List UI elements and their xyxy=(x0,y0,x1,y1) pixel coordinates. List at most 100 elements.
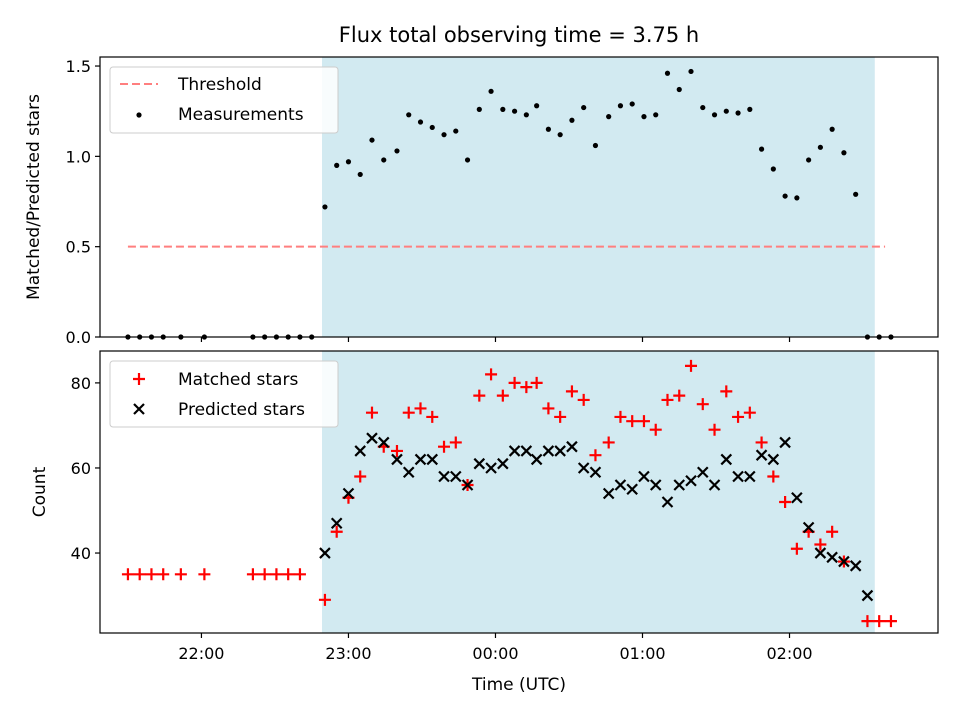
measurement-point xyxy=(357,171,363,178)
measurement-point xyxy=(794,195,800,201)
matched-star-marker xyxy=(732,410,745,423)
measurement-point xyxy=(464,157,471,163)
matched-star-marker xyxy=(685,359,698,372)
predicted-star-marker xyxy=(779,436,791,449)
predicted-star-marker xyxy=(485,462,497,474)
measurement-point xyxy=(688,68,694,75)
predicted-star-marker xyxy=(330,517,343,530)
matched-star-marker xyxy=(145,568,158,581)
predicted-star-marker xyxy=(473,457,486,470)
y-tick-label: 1.0 xyxy=(66,147,91,166)
matched-star-marker xyxy=(157,568,170,581)
predicted-star-marker xyxy=(744,470,756,483)
legend-threshold-label: Threshold xyxy=(177,75,262,95)
predicted-star-marker xyxy=(542,445,555,457)
matched-star-marker xyxy=(826,525,839,538)
measurement-point xyxy=(569,117,575,123)
predicted-star-marker xyxy=(826,551,838,564)
measurement-point xyxy=(664,70,671,76)
legend-matched-swatch xyxy=(133,373,145,385)
predicted-star-marker xyxy=(849,560,862,572)
predicted-star-marker xyxy=(530,453,543,466)
ratio-y-axis-label: Matched/Predicted stars xyxy=(24,94,44,300)
measurement-point xyxy=(641,114,647,120)
measurement-point xyxy=(581,104,587,111)
ratio-x-ticks xyxy=(200,337,791,342)
y-tick-label: 1.5 xyxy=(66,57,91,76)
predicted-star-marker xyxy=(861,589,874,602)
predicted-star-marker xyxy=(802,521,815,534)
predicted-star-marker xyxy=(508,445,521,457)
measurement-point xyxy=(676,86,682,93)
ratio-legend-box xyxy=(109,66,339,134)
matched-star-marker xyxy=(542,402,555,415)
predicted-star-marker xyxy=(720,453,733,466)
measurement-point xyxy=(629,101,635,107)
matched-star-marker xyxy=(198,568,211,581)
x-tick-label: 00:00 xyxy=(472,644,518,663)
matched-star-marker xyxy=(449,436,462,449)
legend-predicted-label: Predicted stars xyxy=(178,400,305,420)
measurement-point xyxy=(441,132,447,138)
matched-star-marker xyxy=(767,470,780,483)
matched-star-marker xyxy=(565,385,578,398)
x-axis-label: Time (UTC) xyxy=(471,675,566,695)
count-y-ticks: 40 60 80 xyxy=(71,374,100,563)
matched-star-marker xyxy=(485,368,498,381)
measurement-point xyxy=(747,106,753,112)
matched-star-marker xyxy=(661,393,674,406)
matched-star-marker xyxy=(496,389,509,402)
matched-star-marker xyxy=(133,568,146,581)
measurement-point xyxy=(711,112,718,118)
measurement-point xyxy=(841,150,847,156)
measurement-point xyxy=(557,132,563,138)
measurement-point xyxy=(545,126,552,132)
matched-star-marker xyxy=(365,406,378,419)
observing-span xyxy=(321,351,875,633)
predicted-star-marker xyxy=(589,466,602,478)
measurement-point xyxy=(334,162,340,168)
predicted-star-marker xyxy=(814,547,827,559)
predicted-star-marker xyxy=(342,487,355,500)
measurement-point xyxy=(735,110,741,116)
y-tick-label: 60 xyxy=(71,459,91,478)
predicted-star-marker xyxy=(708,479,721,491)
measurement-point xyxy=(381,157,387,163)
predicted-star-marker xyxy=(450,470,462,483)
matched-star-marker xyxy=(708,423,721,436)
count-panel: 40 60 80 22:00 23:00 00:00 01:00 02:00 Count T… xyxy=(30,350,939,695)
matched-star-marker xyxy=(673,389,686,402)
predicted-star-marker xyxy=(426,453,439,466)
predicted-star-marker xyxy=(319,547,331,559)
predicted-star-marker xyxy=(520,445,533,457)
measurement-point xyxy=(829,126,835,132)
predicted-star-marker xyxy=(767,453,780,466)
predicted-star-marker xyxy=(755,449,768,461)
matched-star-marker xyxy=(589,449,602,462)
measurement-point xyxy=(453,128,459,134)
observing-span xyxy=(321,57,875,337)
y-tick-label: 0.5 xyxy=(66,238,91,257)
predicted-star-marker xyxy=(791,491,803,504)
measurement-point xyxy=(511,108,518,114)
matched-star-marker xyxy=(861,615,874,628)
chart-title: Flux total observing time = 3.75 h xyxy=(339,23,699,47)
matched-star-marker xyxy=(318,593,331,606)
matched-star-marker xyxy=(554,410,567,423)
predicted-star-marker xyxy=(661,496,674,508)
matched-star-marker xyxy=(743,406,756,419)
matched-stars-markers xyxy=(121,359,897,628)
matched-star-marker xyxy=(779,495,792,508)
predicted-stars-markers xyxy=(319,432,874,602)
matched-star-marker xyxy=(602,436,615,449)
legend-measurements-swatch xyxy=(136,112,142,118)
count-x-ticks: 22:00 23:00 00:00 01:00 02:00 xyxy=(178,633,813,663)
y-tick-label: 40 xyxy=(71,544,91,563)
measurement-point xyxy=(417,119,424,125)
measurement-point xyxy=(617,103,624,109)
matched-star-marker xyxy=(755,436,768,449)
matched-star-marker xyxy=(402,406,415,419)
matched-star-marker xyxy=(354,470,367,483)
predicted-star-marker xyxy=(391,453,403,466)
